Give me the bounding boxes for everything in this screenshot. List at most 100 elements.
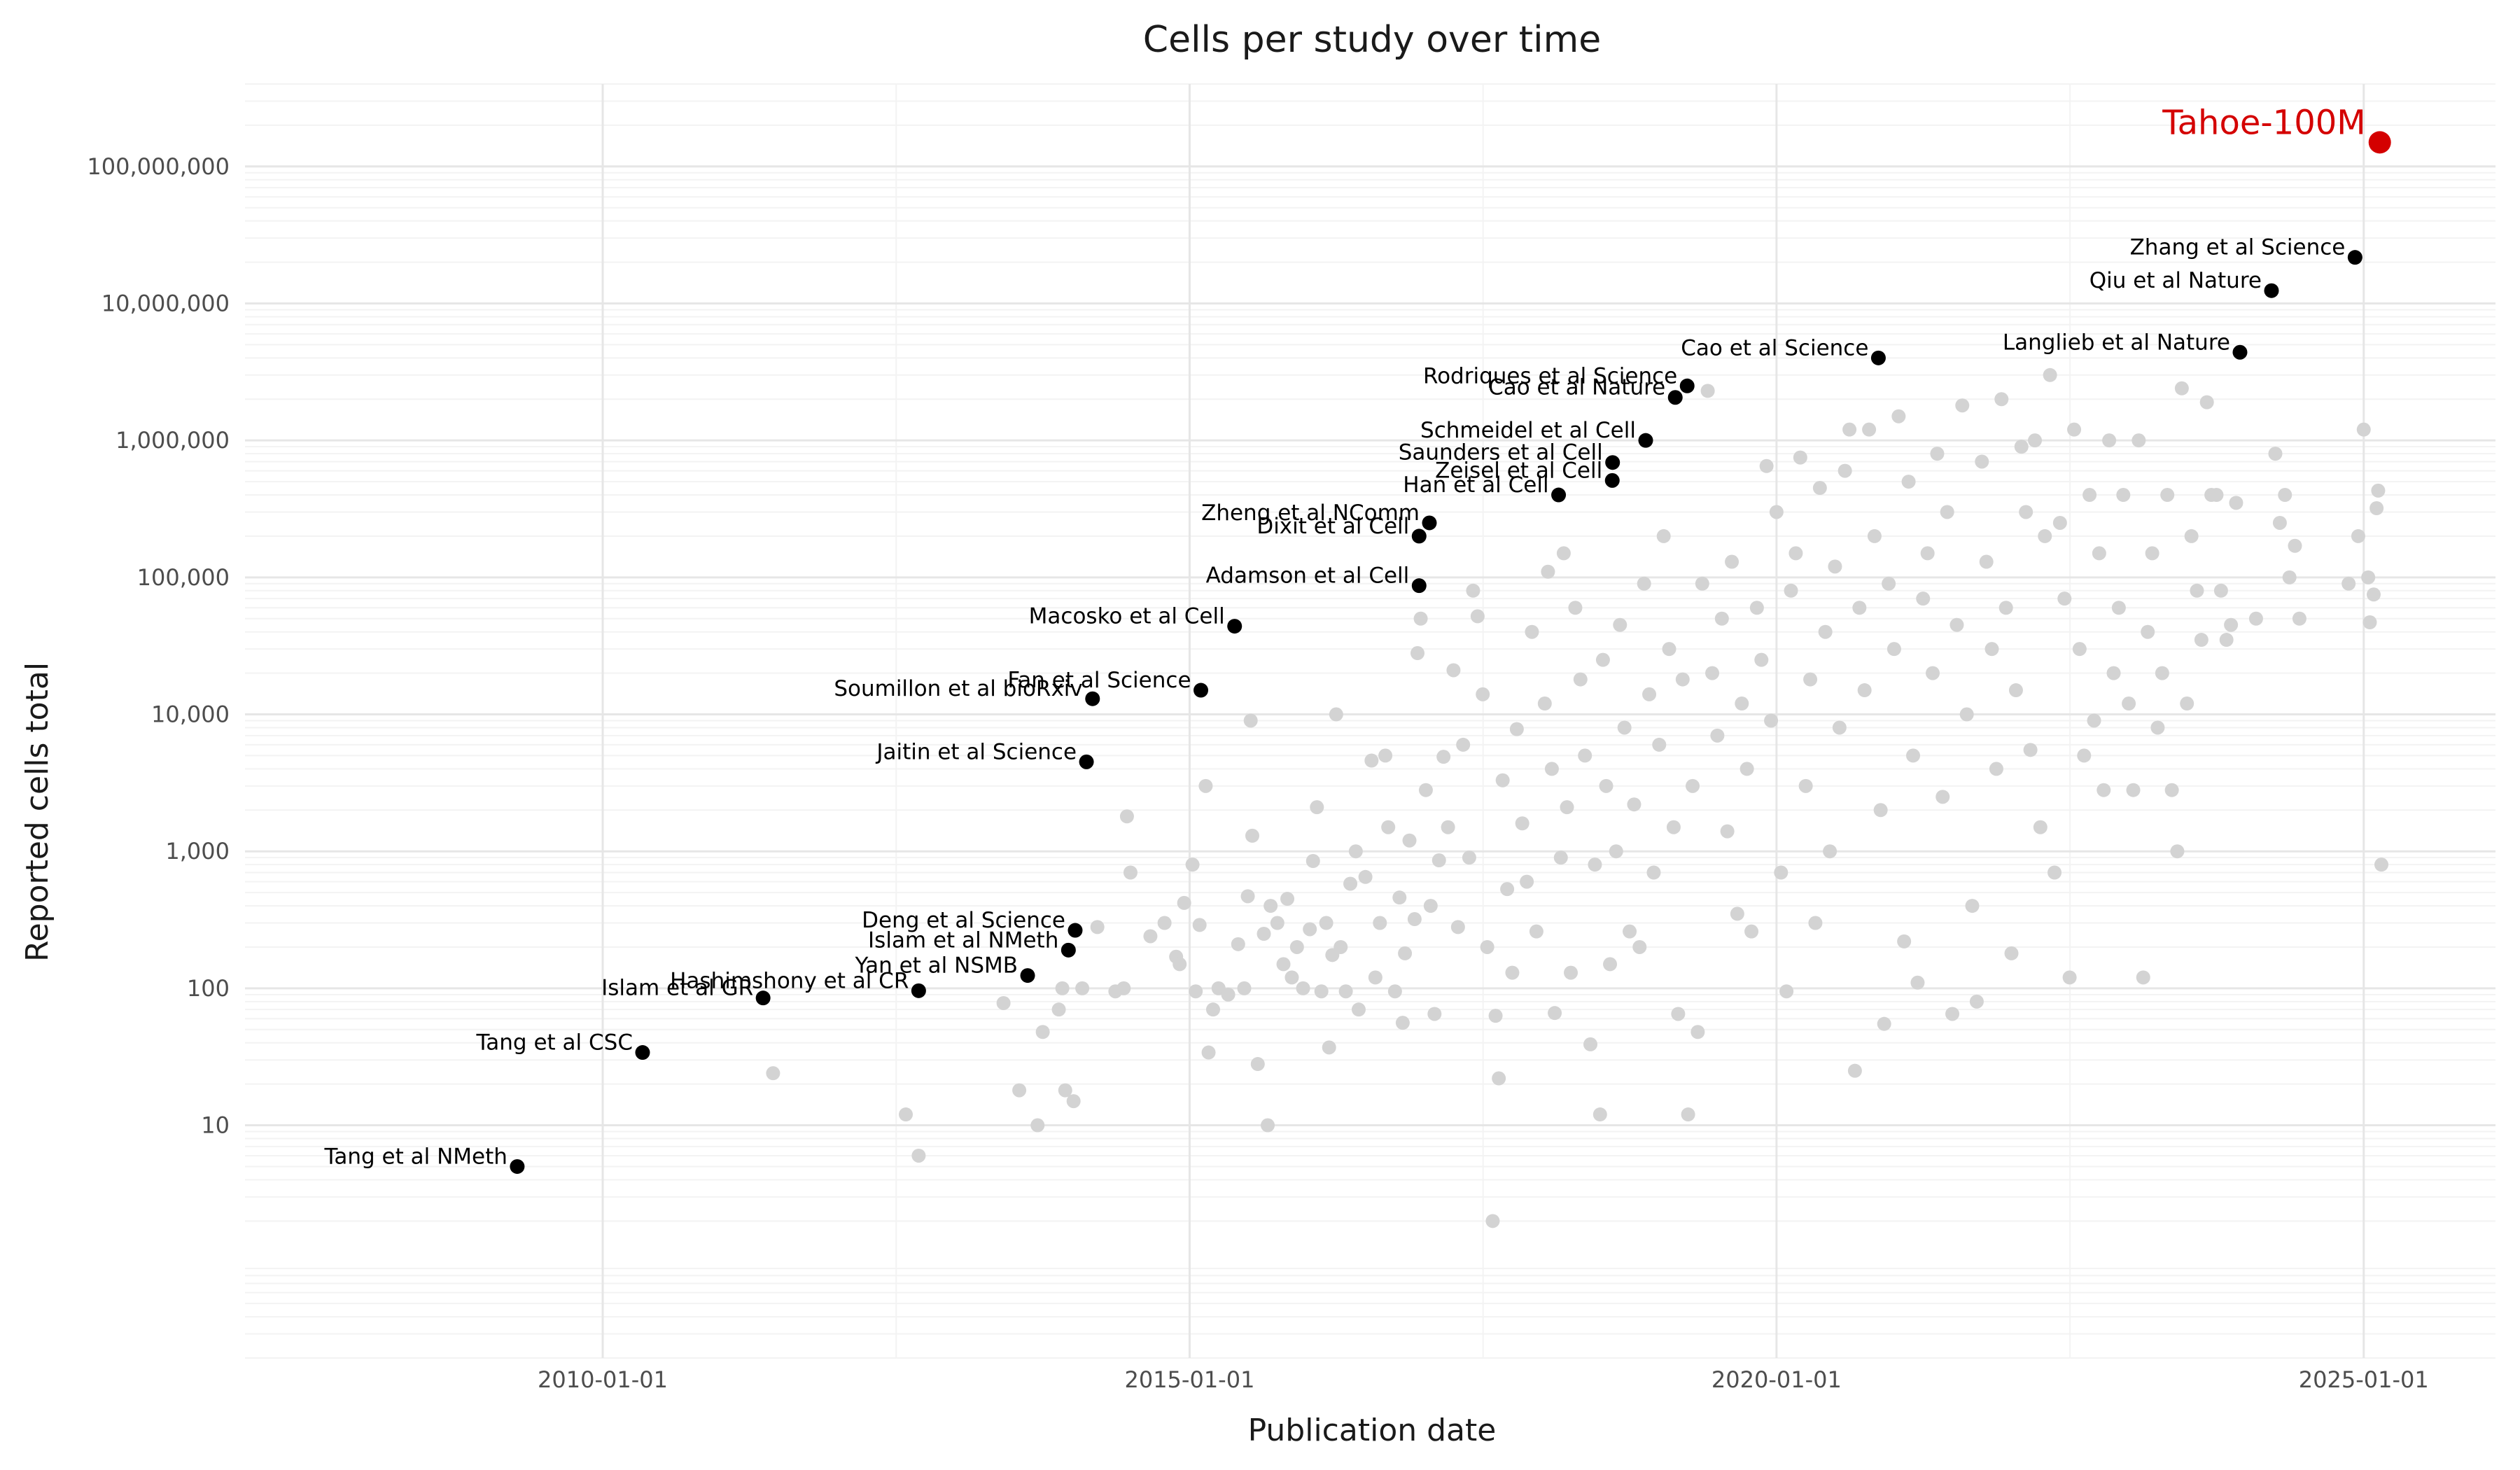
study-point (766, 1066, 780, 1081)
study-point (1592, 1107, 1607, 1122)
study-point (1066, 1094, 1081, 1109)
study-point (1891, 409, 1906, 424)
study-point (1418, 783, 1433, 797)
study-point (1901, 475, 1916, 489)
study-point (1595, 652, 1610, 667)
study-point (2092, 546, 2106, 561)
study-point (1556, 546, 1571, 561)
study-point (1276, 957, 1291, 972)
labeled-study-point (1411, 528, 1427, 544)
study-point (1823, 844, 1837, 859)
study-point (1681, 1107, 1695, 1122)
study-point (1671, 1007, 1686, 1021)
study-point (1322, 1040, 1336, 1055)
x-axis-tick-labels: 2010-01-01 2015-01-01 2020-01-01 2025-01-01 (538, 1366, 2429, 1393)
study-point (1381, 820, 1396, 834)
study-point (2082, 488, 2097, 503)
study-label: Schmeidel et al Cell (1420, 418, 1636, 443)
study-label: Cao et al Science (1681, 335, 1868, 360)
study-point (1916, 592, 1931, 606)
study-point (2170, 844, 2185, 859)
study-point (1373, 916, 1387, 930)
labeled-study-point (2232, 344, 2248, 360)
study-point (1568, 601, 1583, 615)
study-point (2219, 633, 2234, 648)
labeled-study-point (1079, 754, 1094, 769)
labeled-study-point (1638, 433, 1653, 448)
labeled-study-point (1551, 487, 1567, 503)
study-point (1564, 965, 1578, 980)
study-point (899, 1107, 913, 1122)
study-label: Islam et al GR (601, 976, 753, 1001)
study-point (2213, 583, 2228, 598)
study-point (2180, 696, 2194, 711)
study-point (1395, 1016, 1410, 1030)
study-point (1656, 528, 1671, 543)
labeled-study-point (1411, 578, 1427, 594)
study-point (1852, 601, 1867, 615)
study-point (1358, 869, 1373, 884)
study-label: Tang et al NMeth (324, 1144, 507, 1169)
study-point (1803, 672, 1818, 687)
study-point (1969, 994, 1984, 1009)
study-point (1994, 392, 2009, 407)
study-point (1642, 687, 1657, 701)
study-point (2356, 422, 2371, 437)
study-point (1714, 611, 1729, 626)
study-label: Zheng et al NComm (1201, 500, 1420, 526)
study-point (1030, 1118, 1045, 1133)
study-point (1525, 624, 1539, 639)
study-point (1588, 858, 1602, 872)
study-point (1560, 800, 1574, 815)
study-point (1329, 707, 1343, 722)
study-point (1243, 713, 1258, 728)
study-label: Rodriques et al Science (1423, 363, 1677, 388)
y-tick-label: 1,000,000 (115, 427, 230, 454)
study-point (2224, 617, 2239, 632)
study-point (1423, 899, 1438, 913)
study-point (1920, 546, 1935, 561)
study-point (1143, 929, 1158, 944)
study-point (1256, 927, 1271, 941)
study-point (2272, 515, 2287, 530)
study-point (1485, 1214, 1500, 1228)
study-point (1705, 666, 1720, 680)
study-point (2096, 783, 2111, 797)
study-point (2141, 624, 2155, 639)
study-point (1735, 696, 1749, 711)
study-point (1402, 833, 1417, 848)
study-label: Zhang et al Science (2130, 235, 2346, 260)
study-label: Yan et al NSMB (854, 953, 1018, 979)
study-point (2019, 505, 2033, 519)
study-point (1237, 981, 1252, 995)
study-point (1984, 642, 1999, 657)
study-point (1310, 800, 1324, 815)
study-point (2282, 570, 2297, 584)
study-point (2268, 447, 2283, 461)
highlight-point (2368, 131, 2391, 154)
x-tick-label: 2025-01-01 (2299, 1366, 2429, 1393)
study-point (1192, 918, 1207, 932)
study-point (1306, 854, 1320, 869)
study-point (1500, 882, 1515, 897)
study-label: Soumillon et al bioRxiv (834, 676, 1082, 701)
study-annotations: Tang et al NMeth Tang et al CSC Islam et a… (324, 235, 2346, 1170)
study-point (2248, 611, 2263, 626)
labeled-study-point (1679, 378, 1695, 393)
study-point (1296, 981, 1310, 995)
study-point (1289, 939, 1304, 954)
study-label: Islam et al NMeth (868, 927, 1058, 953)
study-label: Qiu et al Nature (2090, 268, 2262, 293)
study-point (1906, 748, 1921, 763)
study-point (2361, 570, 2376, 584)
study-point (1172, 957, 1187, 972)
study-point (2132, 433, 2146, 448)
study-point (1666, 820, 1681, 834)
study-point (2184, 528, 2199, 543)
study-point (2362, 615, 2377, 630)
study-point (1930, 447, 1945, 461)
study-point (2028, 433, 2043, 448)
study-point (2126, 783, 2141, 797)
study-point (1314, 984, 1329, 999)
